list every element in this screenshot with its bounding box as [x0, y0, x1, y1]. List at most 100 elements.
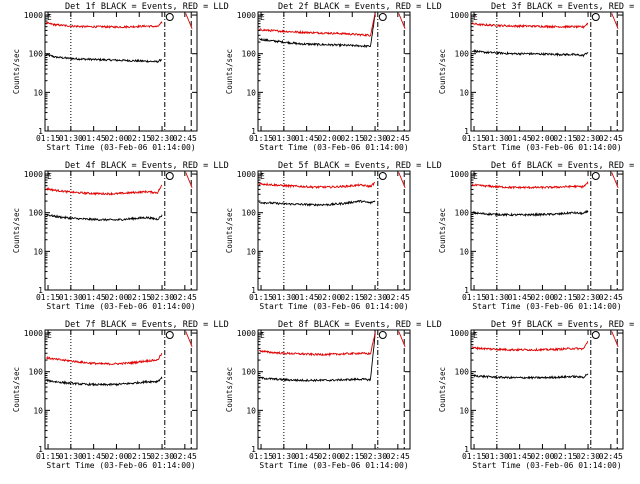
corner-marker: E — [47, 172, 52, 181]
series-lld-line — [45, 352, 163, 366]
spike-marker — [378, 13, 387, 21]
series-lld-tail — [398, 172, 406, 188]
y-axis-label: Counts/sec — [225, 208, 234, 253]
panel-det-9: Det 9f BLACK = Events, RED = LLD 1 10 100 10… — [438, 320, 640, 470]
y-tick-label: 10 — [459, 406, 469, 415]
corner-marker: E — [260, 172, 265, 181]
series-events-line — [258, 335, 376, 383]
y-tick-label: 100 — [242, 209, 257, 218]
x-tick-label: 02:30 — [576, 293, 600, 302]
panel-det-2: Det 2f BLACK = Events, RED = LLD 1 10 100 10… — [225, 2, 442, 152]
x-tick-label: 02:30 — [363, 293, 387, 302]
y-tick-label: 10 — [459, 247, 469, 256]
x-tick-label: 02:45 — [173, 452, 197, 461]
y-tick-label: 10 — [246, 247, 256, 256]
y-tick-label: 100 — [455, 209, 470, 218]
y-tick-label: 1000 — [450, 11, 469, 20]
corner-marker: E — [47, 331, 52, 340]
plot-frame — [44, 329, 198, 450]
y-tick-label: 1000 — [237, 329, 256, 338]
series-lld-tail — [185, 331, 193, 347]
x-tick-label: 02:45 — [173, 293, 197, 302]
panel-title: Det 4f BLACK = Events, RED = LLD — [65, 161, 229, 171]
x-axis-label: Start Time (03-Feb-06 01:14:00) — [259, 461, 408, 470]
x-tick-label: 01:15 — [462, 293, 486, 302]
y-tick-label: 1 — [251, 445, 256, 454]
panel-title: Det 8f BLACK = Events, RED = LLD — [278, 320, 442, 330]
x-tick-label: 01:30 — [272, 134, 296, 143]
y-tick-label: 1000 — [237, 170, 256, 179]
spike-marker — [591, 331, 600, 339]
x-tick-label: 02:15 — [340, 452, 364, 461]
y-tick-label: 1000 — [24, 11, 43, 20]
y-tick-label: 1000 — [450, 329, 469, 338]
x-axis-label: Start Time (03-Feb-06 01:14:00) — [46, 302, 195, 311]
spike-marker — [165, 13, 174, 21]
x-tick-label: 02:00 — [317, 452, 341, 461]
y-tick-label: 10 — [246, 88, 256, 97]
y-tick-label: 1000 — [237, 11, 256, 20]
x-axis-label: Start Time (03-Feb-06 01:14:00) — [46, 461, 195, 470]
y-tick-label: 100 — [29, 368, 44, 377]
spike-marker — [165, 331, 174, 339]
y-tick-label: 10 — [33, 406, 43, 415]
spike-marker — [378, 172, 387, 180]
series-events-line — [45, 53, 163, 63]
x-axis-label: Start Time (03-Feb-06 01:14:00) — [259, 143, 408, 152]
x-tick-label: 01:30 — [485, 452, 509, 461]
x-axis-label: Start Time (03-Feb-06 01:14:00) — [472, 143, 621, 152]
x-tick-label: 02:30 — [576, 452, 600, 461]
x-tick-label: 02:30 — [150, 452, 174, 461]
panel-title: Det 1f BLACK = Events, RED = LLD — [65, 2, 229, 12]
series-events-line — [471, 209, 589, 218]
y-tick-label: 100 — [455, 368, 470, 377]
series-lld-tail — [185, 13, 193, 29]
plot-frame — [257, 170, 411, 291]
panel-title: Det 9f BLACK = Events, RED = LLD — [491, 320, 640, 330]
panel-det-7: Det 7f BLACK = Events, RED = LLD 1 10 100 10… — [12, 320, 229, 470]
x-tick-label: 02:30 — [363, 452, 387, 461]
x-axis-label: Start Time (03-Feb-06 01:14:00) — [46, 143, 195, 152]
x-tick-label: 02:30 — [363, 134, 387, 143]
plot-frame — [470, 170, 624, 291]
y-tick-label: 10 — [33, 88, 43, 97]
x-tick-label: 01:45 — [508, 134, 532, 143]
series-lld-tail — [611, 13, 619, 29]
y-tick-label: 100 — [242, 50, 257, 59]
y-axis-label: Counts/sec — [438, 367, 447, 412]
x-tick-label: 02:00 — [317, 293, 341, 302]
panel-det-6: Det 6f BLACK = Events, RED = LLD 1 10 100 10… — [438, 161, 640, 311]
spike-marker — [591, 172, 600, 180]
y-tick-label: 10 — [459, 88, 469, 97]
spike-marker — [378, 331, 387, 339]
x-tick-label: 01:45 — [508, 293, 532, 302]
series-events-line — [46, 376, 163, 387]
x-tick-label: 02:15 — [127, 293, 151, 302]
x-tick-label: 02:45 — [386, 134, 410, 143]
panel-det-3: Det 3f BLACK = Events, RED = LLD 1 10 100 10… — [438, 2, 640, 152]
plot-frame — [257, 329, 411, 450]
x-tick-label: 02:15 — [340, 293, 364, 302]
x-tick-label: 02:00 — [104, 293, 128, 302]
series-lld-line — [258, 332, 376, 357]
x-tick-label: 01:30 — [272, 452, 296, 461]
x-tick-label: 02:00 — [104, 134, 128, 143]
plot-frame — [470, 11, 624, 132]
series-events-line — [471, 49, 589, 58]
x-tick-label: 01:30 — [485, 134, 509, 143]
x-tick-label: 01:30 — [272, 293, 296, 302]
x-tick-label: 01:15 — [462, 134, 486, 143]
panel-title: Det 6f BLACK = Events, RED = LLD — [491, 161, 640, 171]
panel-title: Det 2f BLACK = Events, RED = LLD — [278, 2, 442, 12]
spike-marker — [165, 172, 174, 180]
corner-marker: E — [473, 172, 478, 181]
x-tick-label: 02:15 — [553, 134, 577, 143]
x-tick-label: 01:15 — [36, 452, 60, 461]
y-tick-label: 1000 — [450, 170, 469, 179]
y-tick-label: 100 — [242, 368, 257, 377]
y-tick-label: 1 — [464, 286, 469, 295]
y-axis-label: Counts/sec — [225, 49, 234, 94]
x-tick-label: 02:45 — [599, 293, 623, 302]
panel-det-5: Det 5f BLACK = Events, RED = LLD 1 10 100 10… — [225, 161, 442, 311]
corner-marker: E — [473, 13, 478, 22]
